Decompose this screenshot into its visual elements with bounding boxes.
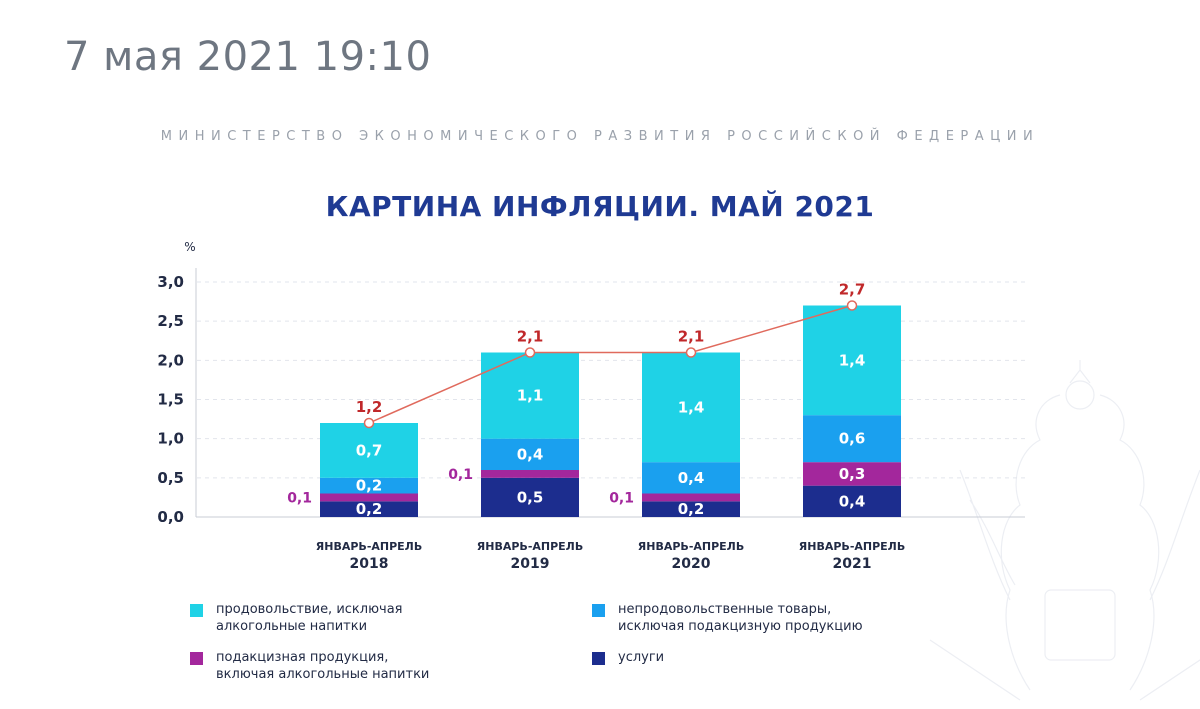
data-label-nonfood: 0,4 [678,469,705,487]
x-tick-year: 2021 [833,556,872,572]
data-label-services: 0,5 [517,488,544,506]
bar-segment-food [320,423,418,478]
x-tick-label: ЯНВАРЬ-АПРЕЛЬ [799,540,905,553]
total-point [363,417,375,429]
total-label: 2,7 [839,281,866,299]
total-trend-line [368,304,853,424]
bar-segment-nonfood [320,477,418,494]
data-label-food: 1,1 [517,387,544,405]
bar-segment-food [642,352,740,463]
total-label: 2,1 [678,328,705,346]
y-tick-label: 1,0 [157,430,184,448]
data-label-excise: 0,1 [287,490,312,506]
data-label-excise: 0,1 [448,467,473,483]
data-label-excise: 0,3 [839,465,866,483]
ministry-header: МИНИСТЕРСТВО ЭКОНОМИЧЕСКОГО РАЗВИТИЯ РОС… [160,129,1040,144]
total-point [524,347,536,358]
data-label-nonfood: 0,2 [356,477,383,495]
y-tick-label: 0,5 [157,469,184,487]
bar-segment-services [320,501,418,517]
x-tick-label: ЯНВАРЬ-АПРЕЛЬ [316,540,422,553]
bar-segment-excise [803,462,901,486]
y-tick-label: 1,5 [157,391,184,409]
legend-swatch [592,604,605,617]
y-axis-unit-label: % [184,240,195,254]
x-tick-year: 2018 [350,556,389,572]
legend-swatch [190,604,203,617]
legend-text: подакцизная продукция, включая алкогольны… [216,650,430,682]
bar-segment-excise [642,493,740,502]
bar-segment-services [803,485,901,517]
total-label: 1,2 [356,398,383,416]
data-label-services: 0,2 [356,500,383,518]
total-label: 2,1 [517,328,544,346]
legend-text: услуги [618,650,665,665]
bar-segment-nonfood [481,438,579,470]
legend-text: продовольствие, исключая алкогольные напи… [216,602,403,634]
data-label-nonfood: 0,6 [839,430,866,448]
y-tick-label: 3,0 [157,273,184,291]
bar-segment-services [642,501,740,517]
data-label-food: 1,4 [678,398,705,416]
y-tick-label: 2,5 [157,312,184,330]
emblem-watermark [929,360,1200,701]
y-tick-label: 0,0 [157,508,184,526]
bar-segment-food [803,305,901,416]
bars: 0,2 0,1 0,2 0,7 0,5 0,1 0,4 1,1 0,2 0,1 0,4 1,4 0,4 0… [287,305,901,518]
data-label-nonfood: 0,4 [517,445,544,463]
bar-segment-services [481,477,579,517]
x-tick-label: ЯНВАРЬ-АПРЕЛЬ [477,540,583,553]
data-label-services: 0,4 [839,492,866,510]
bar-segment-nonfood [803,415,901,463]
total-point [846,300,858,311]
bar-segment-excise [320,493,418,502]
data-label-excise: 0,1 [609,490,634,506]
x-tick-year: 2020 [672,556,711,572]
chart-title: КАРТИНА ИНФЛЯЦИИ. МАЙ 2021 [326,189,875,223]
y-tick-label: 2,0 [157,351,184,369]
x-axis-labels: ЯНВАРЬ-АПРЕЛЬ 2018 ЯНВАРЬ-АПРЕЛЬ 2019 ЯНВАРЬ… [316,540,905,572]
total-line: 1,2 2,1 2,1 2,7 [356,281,866,429]
y-axis-ticks: 0,0 0,5 1,0 1,5 2,0 2,5 3,0 [157,273,184,526]
data-label-food: 0,7 [356,441,383,459]
data-label-food: 1,4 [839,351,866,369]
bar-segment-nonfood [642,462,740,494]
bar-segment-excise [481,470,579,478]
legend-text: непродовольственные товары, исключая пода… [618,602,863,634]
timestamp: 7 мая 2021 19:10 [64,34,432,80]
x-tick-label: ЯНВАРЬ-АПРЕЛЬ [638,540,744,553]
legend-swatch [190,652,203,665]
x-tick-year: 2019 [511,556,550,572]
legend-swatch [592,652,605,665]
total-point [685,347,697,358]
data-label-services: 0,2 [678,500,705,518]
